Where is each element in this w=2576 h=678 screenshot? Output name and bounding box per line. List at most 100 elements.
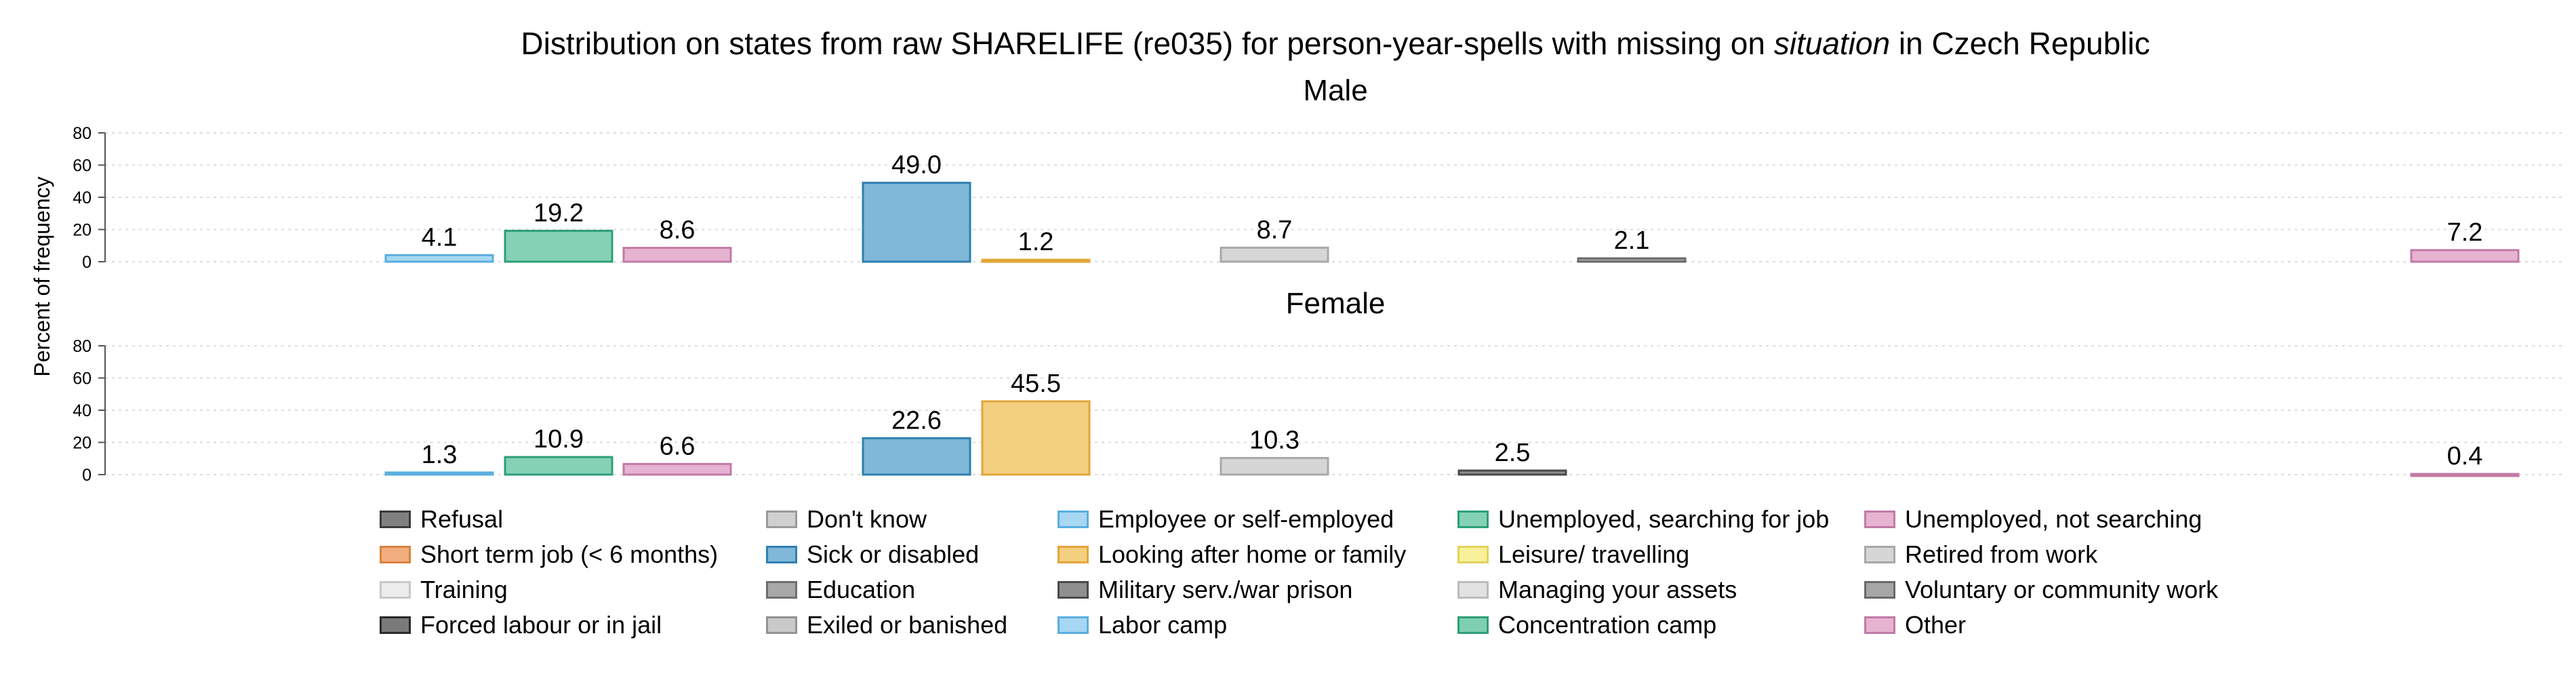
y-tick-label: 40: [73, 188, 92, 207]
y-tick-label: 80: [73, 124, 92, 143]
legend-item-education: Education: [766, 574, 915, 606]
legend-item-military-serv-war-prison: Military serv./war prison: [1058, 574, 1352, 606]
data-label: 1.3: [422, 441, 458, 469]
legend-label: Unemployed, searching for job: [1498, 505, 1830, 533]
data-label: 4.1: [422, 223, 458, 252]
y-tick-label: 40: [73, 401, 92, 420]
legend-item-forced-labour-or-in-jail: Forced labour or in jail: [380, 609, 662, 641]
legend-swatch: [1864, 511, 1895, 528]
legend-label: Training: [420, 576, 508, 603]
legend-item-exiled-or-banished: Exiled or banished: [766, 609, 1007, 641]
legend-swatch: [1457, 616, 1489, 634]
data-label: 45.5: [1011, 370, 1061, 398]
data-label: 8.7: [1257, 216, 1293, 244]
legend-label: Employee or self-employed: [1098, 505, 1394, 533]
legend-label: Refusal: [420, 505, 504, 533]
legend-item-refusal: Refusal: [380, 503, 503, 536]
legend-label: Don't know: [807, 505, 927, 533]
data-label: 10.3: [1249, 426, 1300, 455]
panel-title-female: Female: [1286, 287, 1386, 320]
legend-label: Leisure/ travelling: [1498, 540, 1690, 568]
legend-swatch: [1058, 546, 1089, 563]
y-axis-label: Percent of frequency: [30, 176, 54, 376]
legend-swatch: [1058, 511, 1089, 528]
legend-swatch: [1457, 511, 1489, 528]
bar-female-military-serv-war-prison: [1457, 469, 1567, 476]
legend-swatch: [1058, 581, 1089, 599]
bar-male-retired-from-work: [1220, 246, 1329, 263]
legend-label: Looking after home or family: [1098, 540, 1407, 568]
legend-item-training: Training: [380, 574, 508, 606]
legend-item-managing-your-assets: Managing your assets: [1457, 574, 1737, 606]
data-label: 2.1: [1614, 226, 1650, 255]
legend-item-concentration-camp: Concentration camp: [1457, 609, 1716, 641]
legend-swatch: [380, 616, 411, 634]
legend-label: Short term job (< 6 months): [420, 540, 719, 568]
chart-title-main: Distribution on states from raw SHARELIF…: [521, 26, 1773, 61]
legend-swatch: [380, 581, 411, 599]
data-label: 22.6: [891, 406, 942, 435]
legend-item-unemployed-searching-for-job: Unemployed, searching for job: [1457, 503, 1829, 536]
bar-male-employee-or-self-employed: [384, 254, 494, 263]
data-label: 49.0: [891, 151, 942, 180]
legend-label: Exiled or banished: [807, 611, 1008, 639]
legend-label: Forced labour or in jail: [420, 611, 662, 639]
legend-item-sick-or-disabled: Sick or disabled: [766, 538, 979, 571]
y-tick-label: 20: [73, 221, 92, 240]
chart-title: Distribution on states from raw SHARELIF…: [521, 26, 2150, 61]
legend-label: Military serv./war prison: [1098, 576, 1353, 603]
legend-item-short-term-job-6-months: Short term job (< 6 months): [380, 538, 718, 571]
legend-item-employee-or-self-employed: Employee or self-employed: [1058, 503, 1394, 536]
data-label: 2.5: [1495, 439, 1531, 467]
data-label: 6.6: [660, 432, 696, 460]
legend-swatch: [1457, 546, 1489, 563]
legend-swatch: [380, 546, 411, 563]
legend-label: Voluntary or community work: [1905, 576, 2219, 603]
legend-swatch: [766, 511, 797, 528]
bar-female-retired-from-work: [1220, 457, 1329, 476]
bar-female-other: [2410, 473, 2520, 477]
legend-swatch: [1864, 546, 1895, 563]
data-label: 0.4: [2447, 442, 2483, 471]
data-label: 7.2: [2447, 218, 2483, 247]
legend-item-other: Other: [1864, 609, 1966, 641]
legend-swatch: [380, 511, 411, 528]
legend-label: Sick or disabled: [807, 540, 980, 568]
legend-item-don-t-know: Don't know: [766, 503, 927, 536]
legend-label: Labor camp: [1098, 611, 1228, 639]
bar-female-employee-or-self-employed: [384, 471, 494, 476]
legend-item-looking-after-home-or-family: Looking after home or family: [1058, 538, 1406, 571]
y-tick-label: 60: [73, 157, 92, 176]
y-tick-label: 80: [73, 337, 92, 356]
legend-label: Other: [1905, 611, 1967, 639]
legend-swatch: [766, 581, 797, 599]
y-tick-label: 0: [82, 253, 92, 272]
legend-swatch: [1864, 616, 1895, 634]
legend-swatch: [1864, 581, 1895, 599]
bar-male-unemployed-not-searching: [622, 247, 732, 263]
chart-title-italic: situation: [1774, 26, 1890, 61]
bar-female-unemployed-not-searching: [622, 462, 732, 476]
legend-item-leisure-travelling: Leisure/ travelling: [1457, 538, 1689, 571]
bar-female-looking-after-home-or-family: [981, 400, 1091, 476]
bar-male-voluntary-or-community-work: [1577, 257, 1687, 263]
legend-item-retired-from-work: Retired from work: [1864, 538, 2097, 571]
legend-swatch: [766, 616, 797, 634]
legend-item-unemployed-not-searching: Unemployed, not searching: [1864, 503, 2202, 536]
legend-swatch: [1058, 616, 1089, 634]
chart-title-suffix: in Czech Republic: [1890, 26, 2150, 61]
legend-label: Managing your assets: [1498, 576, 1737, 603]
legend-swatch: [1457, 581, 1489, 599]
legend-label: Education: [807, 576, 916, 603]
data-label: 1.2: [1018, 228, 1054, 256]
bar-male-other: [2410, 249, 2520, 263]
data-label: 8.6: [660, 216, 696, 245]
data-label: 10.9: [534, 425, 584, 454]
chart-panels: Male 0 20 40 60 80 4.1 19.2 8.6 49.0 1.2 8.7 2.1 7.2 F…: [73, 74, 2562, 485]
chart-legend: Refusal Don't know Employee or self-employ…: [380, 503, 2278, 652]
bar-male-looking-after-home-or-family: [981, 258, 1091, 263]
legend-label: Concentration camp: [1498, 611, 1717, 639]
legend-label: Unemployed, not searching: [1905, 505, 2202, 533]
legend-item-labor-camp: Labor camp: [1058, 609, 1227, 641]
